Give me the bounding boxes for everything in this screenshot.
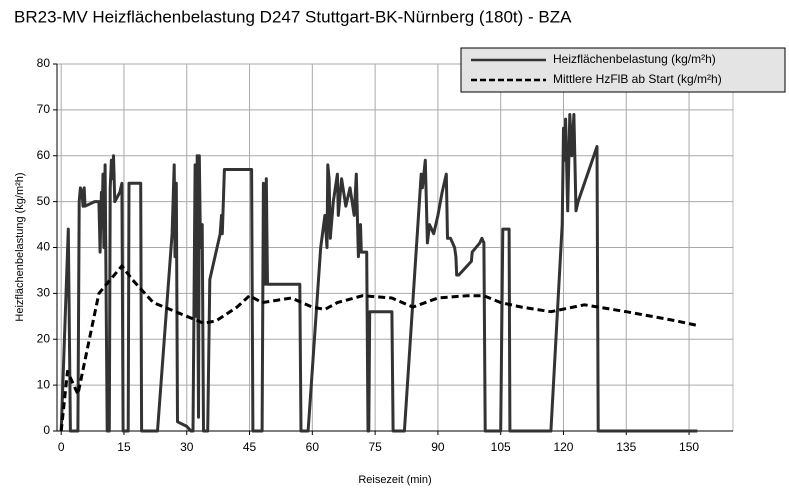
x-tick-label: 75 (368, 440, 382, 454)
x-tick-label: 60 (306, 440, 320, 454)
x-tick-label: 150 (679, 440, 699, 454)
data-line (59, 264, 698, 432)
legend-box (460, 47, 786, 93)
y-tick-label: 20 (37, 331, 51, 345)
data-line (59, 113, 698, 433)
y-tick-label: 70 (37, 102, 51, 116)
legend-label: Heizflächenbelastung (kg/m²h) (553, 52, 716, 66)
y-tick-label: 10 (37, 377, 51, 391)
x-tick-label: 45 (243, 440, 257, 454)
x-tick-label: 15 (117, 440, 131, 454)
x-tick-label: 30 (180, 440, 194, 454)
x-tick-label: 90 (431, 440, 445, 454)
chart-title: BR23-MV Heizflächenbelastung D247 Stuttg… (14, 7, 572, 26)
y-tick-label: 0 (43, 423, 50, 437)
y-tick-label: 50 (37, 194, 51, 208)
y-tick-label: 40 (37, 240, 51, 254)
x-tick-label: 120 (553, 440, 573, 454)
y-tick-label: 80 (37, 56, 51, 70)
legend-label: Mittlere HzFlB ab Start (kg/m²h) (553, 72, 722, 86)
y-tick-label: 30 (37, 286, 51, 300)
y-axis-title: Heizflächenbelastung (kg/m²h) (14, 172, 26, 321)
x-tick-label: 0 (58, 440, 65, 454)
x-tick-label: 135 (616, 440, 636, 454)
x-tick-label: 105 (491, 440, 511, 454)
x-axis-title: Reisezeit (min) (358, 474, 431, 486)
y-tick-label: 60 (37, 148, 51, 162)
